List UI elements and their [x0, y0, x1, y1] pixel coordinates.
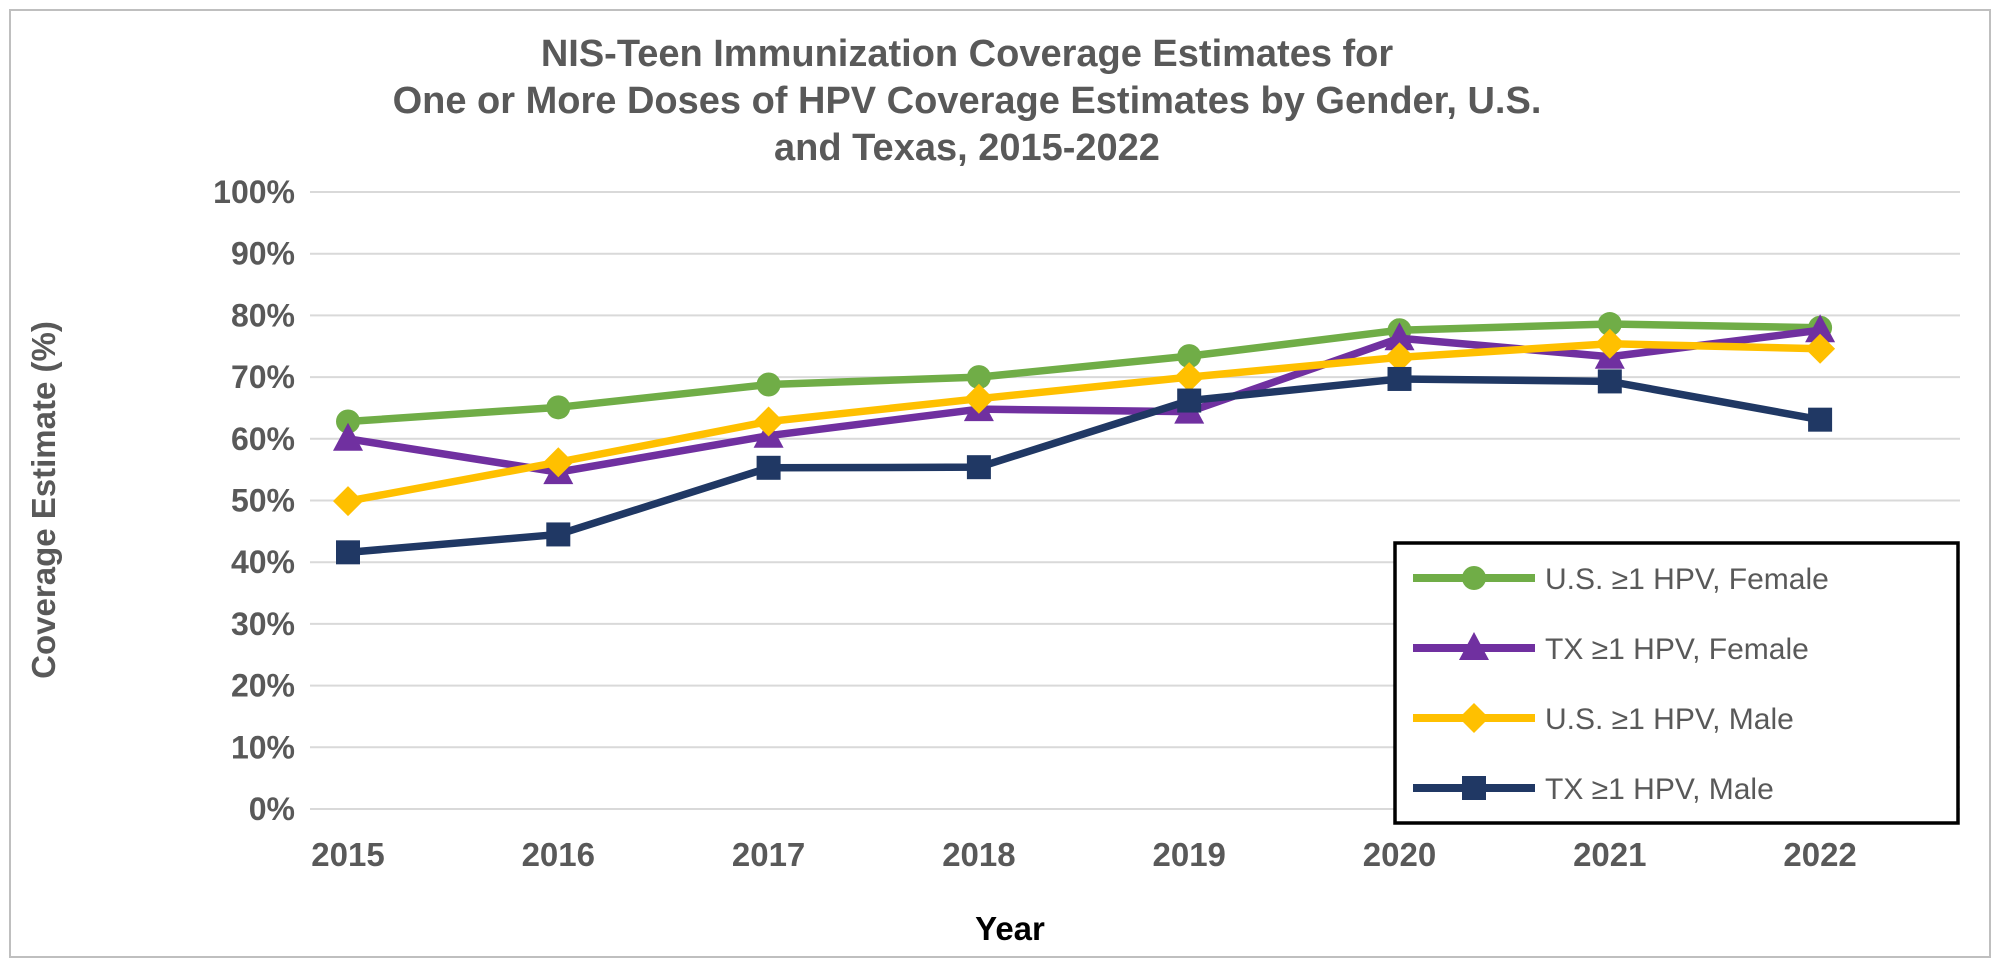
data-point-marker	[1384, 342, 1415, 373]
x-tick-label: 2016	[522, 836, 595, 873]
data-point-marker	[1808, 407, 1833, 432]
data-point-marker	[1174, 362, 1205, 393]
x-tick-label: 2021	[1573, 836, 1646, 873]
y-axis-title: Coverage Estimate (%)	[25, 321, 62, 679]
data-point-marker	[1384, 322, 1415, 351]
data-point-marker	[966, 455, 991, 480]
data-point-marker	[753, 406, 784, 437]
legend-label: U.S. ≥1 HPV, Male	[1545, 703, 1794, 736]
y-tick-label: 60%	[231, 421, 295, 457]
legend-label: TX ≥1 HPV, Male	[1545, 773, 1774, 806]
y-tick-label: 0%	[249, 791, 295, 827]
data-point-marker	[966, 365, 991, 390]
y-tick-label: 90%	[231, 236, 295, 272]
data-point-marker	[1597, 369, 1622, 394]
data-point-marker	[1387, 366, 1412, 391]
y-tick-label: 80%	[231, 297, 295, 333]
data-point-marker	[963, 383, 994, 414]
data-point-marker	[1805, 314, 1836, 343]
series-line	[347, 340, 1821, 505]
data-point-marker	[1594, 328, 1625, 359]
data-point-marker	[1177, 388, 1202, 413]
data-point-marker	[546, 395, 571, 420]
legend-item	[1413, 632, 1535, 660]
data-point-marker	[333, 486, 363, 517]
y-tick-label: 10%	[231, 729, 295, 765]
legend-item	[1413, 776, 1535, 800]
y-tick-label: 40%	[231, 544, 295, 580]
y-tick-label: 50%	[231, 483, 295, 519]
data-point-marker	[546, 522, 571, 547]
legend-label: TX ≥1 HPV, Female	[1545, 633, 1809, 666]
x-tick-label: 2015	[311, 836, 384, 873]
y-tick-label: 20%	[231, 668, 295, 704]
series-line	[347, 320, 1821, 426]
series-line	[347, 326, 1821, 476]
data-point-marker	[336, 540, 360, 565]
data-point-marker	[1805, 333, 1836, 364]
legend-label: U.S. ≥1 HPV, Female	[1545, 563, 1829, 596]
chart-title-line: One or More Doses of HPV Coverage Estima…	[393, 80, 1542, 122]
legend-swatch-marker	[1459, 632, 1489, 660]
x-tick-label: 2022	[1783, 836, 1856, 873]
series-4	[336, 366, 1833, 565]
data-point-marker	[1597, 312, 1622, 337]
legend-swatch-marker	[1459, 703, 1489, 733]
y-tick-label: 70%	[231, 359, 295, 395]
series-3	[333, 328, 1836, 517]
data-point-marker	[1177, 344, 1202, 369]
y-tick-label: 30%	[231, 606, 295, 642]
data-point-marker	[333, 422, 363, 451]
data-point-marker	[756, 455, 781, 480]
data-point-marker	[336, 409, 360, 434]
legend-swatch-marker	[1462, 566, 1486, 590]
series-line	[347, 375, 1821, 557]
legend-swatch-marker	[1462, 776, 1486, 800]
x-tick-label: 2020	[1363, 836, 1436, 873]
data-point-marker	[543, 447, 574, 478]
chart-title-line: NIS-Teen Immunization Coverage Estimates…	[541, 33, 1394, 75]
x-tick-label: 2019	[1152, 836, 1225, 873]
x-tick-label: 2018	[942, 836, 1015, 873]
legend	[1393, 541, 1960, 825]
chart-title-line: and Texas, 2015-2022	[774, 127, 1160, 169]
data-point-marker	[756, 372, 781, 397]
x-axis-title: Year	[975, 910, 1045, 947]
legend-box	[1393, 541, 1960, 825]
figure-border	[9, 9, 1991, 958]
x-tick-label: 2017	[732, 836, 805, 873]
legend-item	[1413, 566, 1535, 590]
y-tick-label: 100%	[213, 174, 295, 210]
legend-item	[1413, 703, 1535, 733]
